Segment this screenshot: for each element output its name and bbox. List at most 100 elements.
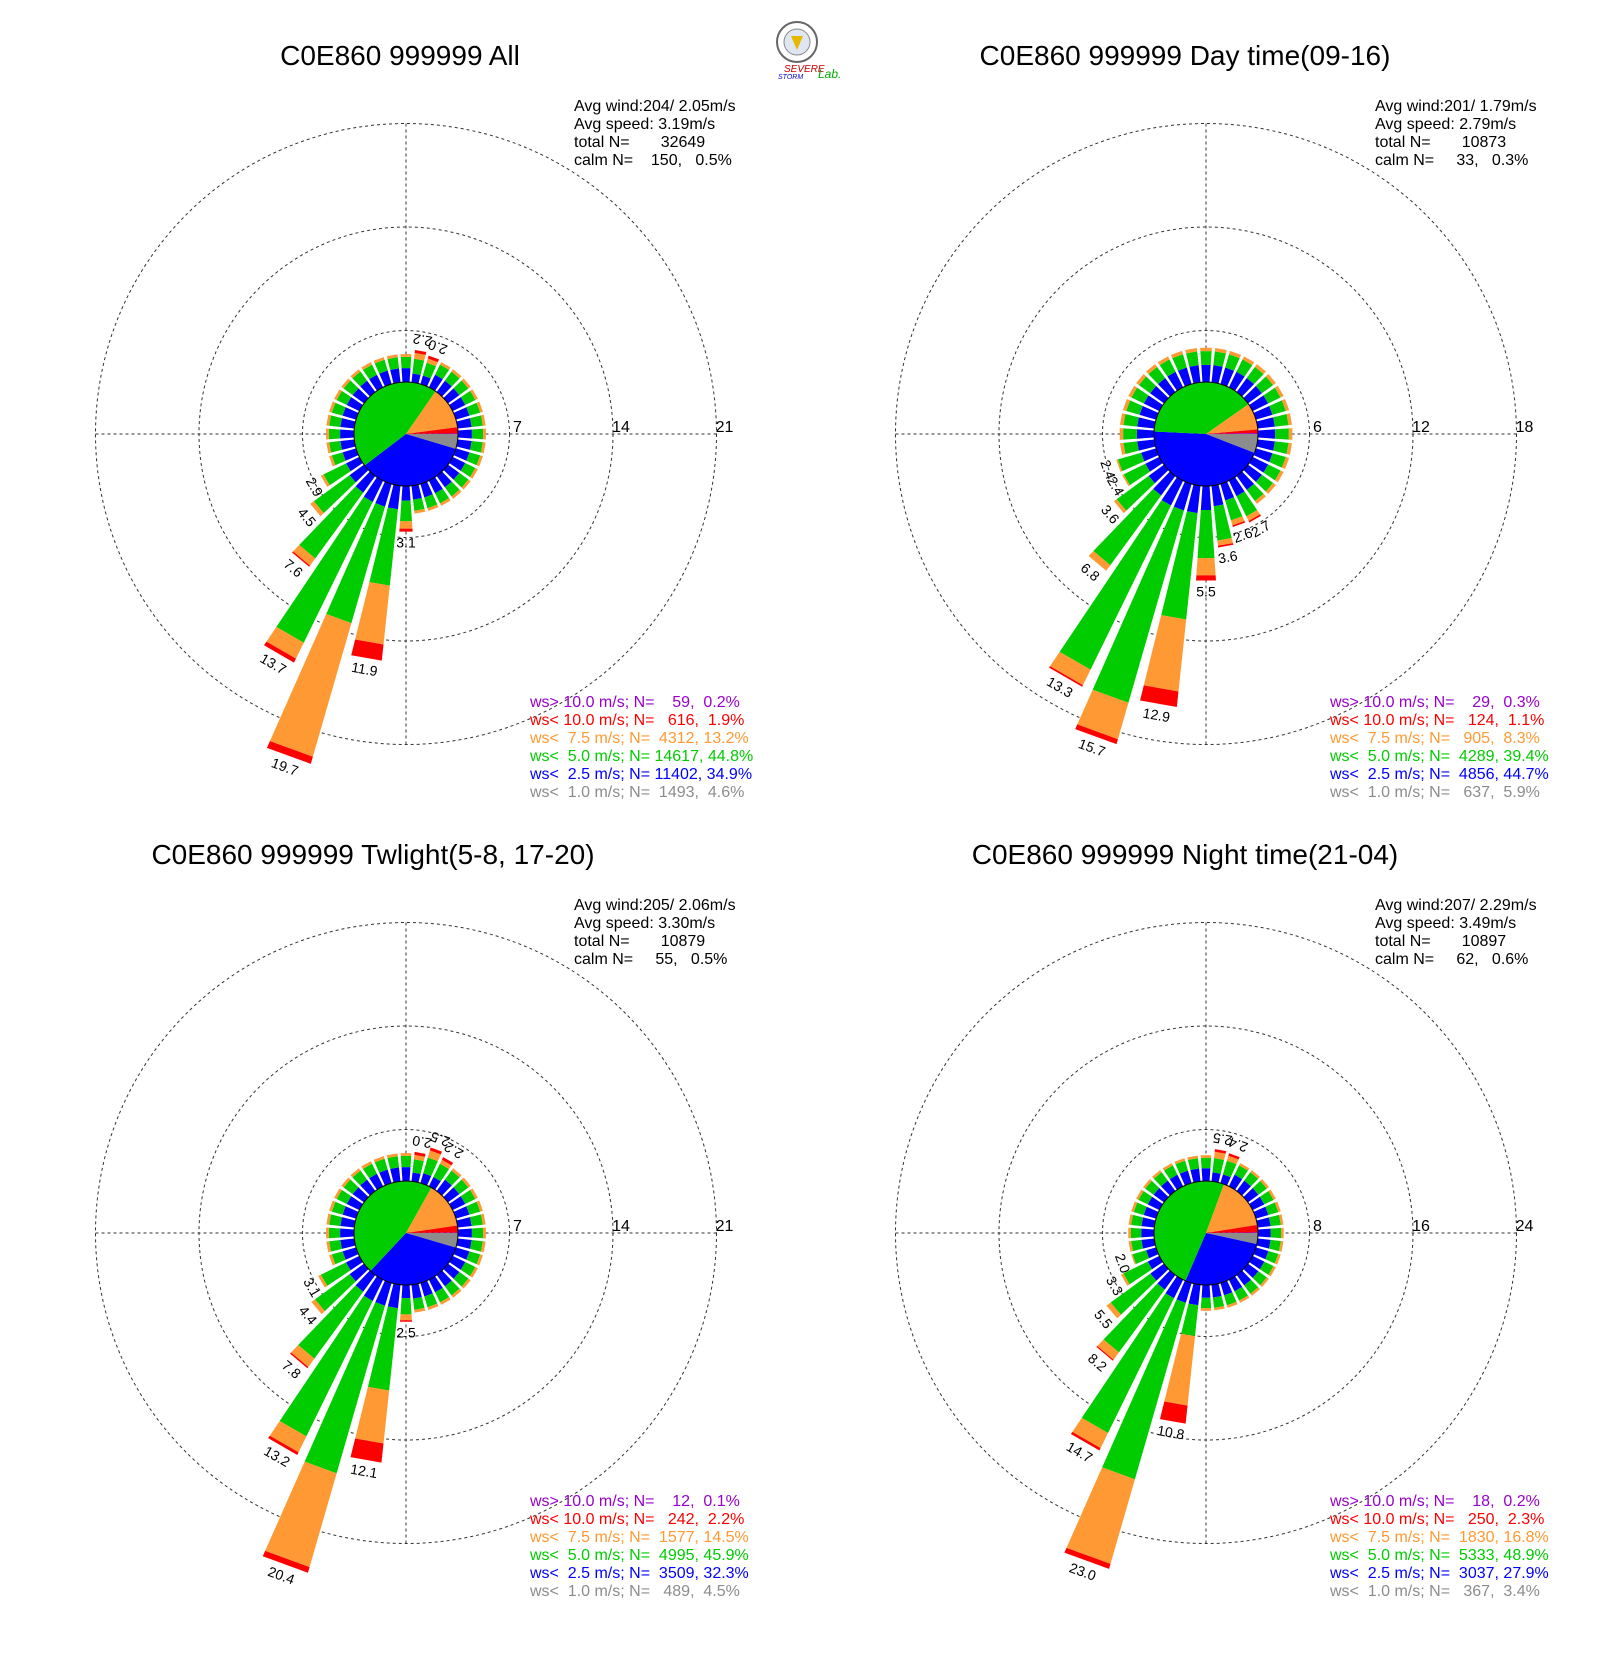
petal-segment	[413, 1297, 425, 1310]
petal-segment	[401, 357, 412, 368]
petal-segment	[1141, 1239, 1155, 1249]
petal-segment	[1189, 365, 1200, 383]
petal-segment	[470, 1214, 483, 1226]
petal-segment	[1123, 414, 1138, 427]
petal-segment	[326, 1228, 329, 1239]
legend-entry: ws> 10.0 m/s; N= 29, 0.3%	[1329, 694, 1540, 711]
stats-line: Avg speed: 3.19m/s	[574, 116, 715, 133]
petal-segment	[401, 1153, 412, 1156]
legend-entry: ws< 5.0 m/s; N= 4289, 39.4%	[1329, 748, 1549, 765]
petal-segment	[1141, 1229, 1154, 1238]
ring-label: 14	[612, 419, 630, 436]
panel-title: C0E860 999999 Twlight(5-8, 17-20)	[151, 839, 594, 870]
ring-label: 14	[612, 1218, 630, 1235]
ring-label: 7	[513, 419, 522, 436]
petal-segment	[483, 1228, 486, 1239]
ring-label: 24	[1516, 1218, 1534, 1235]
petal-segment	[1256, 440, 1274, 451]
ring-label: 21	[716, 1218, 734, 1235]
petal-segment	[1200, 351, 1211, 365]
petal-segment	[402, 1167, 411, 1181]
stats-line: total N= 10879	[574, 933, 705, 950]
legend-entry: ws> 10.0 m/s; N= 59, 0.2%	[529, 694, 740, 711]
petal-segment	[340, 1217, 355, 1227]
petal-segment	[402, 368, 411, 382]
petal-segment	[340, 418, 355, 428]
petal-segment	[412, 1159, 423, 1174]
petal-segment	[1273, 441, 1288, 454]
legend-entry: ws< 7.5 m/s; N= 4312, 13.2%	[529, 730, 749, 747]
stats-line: Avg wind:207/ 2.29m/s	[1375, 897, 1537, 914]
petal-segment	[458, 1229, 472, 1238]
petal-segment	[1131, 1215, 1143, 1226]
petal-segment	[340, 1239, 355, 1249]
petal-segment	[400, 1320, 412, 1321]
petal-segment	[265, 1462, 337, 1567]
stats-line: Avg speed: 3.49m/s	[1375, 915, 1516, 932]
legend-entry: ws< 1.0 m/s; N= 489, 4.5%	[529, 1583, 740, 1600]
legend-entry: ws< 7.5 m/s; N= 1577, 14.5%	[529, 1529, 749, 1546]
petal-label: 11.9	[350, 659, 379, 679]
petal-segment	[1271, 1228, 1281, 1238]
petal-label: 10.8	[1156, 1422, 1186, 1443]
petal-segment	[1258, 1229, 1271, 1238]
legend-entry: ws< 10.0 m/s; N= 616, 1.9%	[529, 712, 744, 729]
stats-line: calm N= 62, 0.6%	[1375, 951, 1528, 968]
petal-segment	[355, 1387, 389, 1444]
petal-segment	[340, 1229, 354, 1238]
petal-segment	[1258, 429, 1275, 438]
legend-entry: ws> 10.0 m/s; N= 12, 0.1%	[529, 1493, 740, 1510]
petal-segment	[1256, 1217, 1270, 1227]
ring-label: 12	[1412, 419, 1430, 436]
petal-segment	[1196, 575, 1216, 580]
petal-segment	[412, 484, 422, 499]
petal-segment	[1201, 1308, 1212, 1311]
petal-segment	[1137, 417, 1155, 428]
petal-segment	[1123, 428, 1137, 439]
petal-segment	[1198, 510, 1215, 558]
stats-line: total N= 32649	[574, 134, 705, 151]
legend-entry: ws< 1.0 m/s; N= 1493, 4.6%	[529, 784, 744, 801]
petal-segment	[1202, 1285, 1211, 1298]
stats-line: total N= 10897	[1375, 933, 1506, 950]
legend-entry: ws< 5.0 m/s; N= 5333, 48.9%	[1329, 1547, 1549, 1564]
petal-segment	[329, 429, 340, 440]
petal-segment	[400, 501, 412, 522]
stats-line: Avg wind:205/ 2.06m/s	[574, 897, 736, 914]
stats-line: calm N= 150, 0.5%	[574, 152, 732, 169]
petal-segment	[472, 429, 483, 440]
petal-segment	[1201, 365, 1210, 382]
petal-segment	[329, 1228, 340, 1239]
petal-segment	[1201, 486, 1211, 510]
legend-entry: ws< 1.0 m/s; N= 637, 5.9%	[1329, 784, 1540, 801]
petal-segment	[1201, 1298, 1211, 1308]
legend-entry: ws< 2.5 m/s; N= 11402, 34.9%	[529, 766, 752, 783]
stats-line: Avg wind:204/ 2.05m/s	[574, 98, 736, 115]
ring-label: 7	[513, 1218, 522, 1235]
petal-segment	[402, 1285, 411, 1298]
petal-segment	[1281, 1228, 1284, 1239]
stats-line: Avg wind:201/ 1.79m/s	[1375, 98, 1537, 115]
petal-segment	[1269, 1215, 1281, 1226]
petal-segment	[456, 440, 471, 450]
petal-segment	[1128, 1228, 1131, 1239]
petal-segment	[1269, 1240, 1281, 1251]
petal-segment	[1137, 440, 1155, 451]
petal-segment	[326, 429, 329, 440]
legend-entry: ws< 10.0 m/s; N= 250, 2.3%	[1329, 1511, 1544, 1528]
panel-title: C0E860 999999 Night time(21-04)	[972, 839, 1398, 870]
petal-segment	[340, 440, 355, 450]
legend-entry: ws< 7.5 m/s; N= 1830, 16.8%	[1329, 1529, 1549, 1546]
petal-segment	[387, 357, 399, 370]
petal-segment	[340, 430, 354, 439]
petal-segment	[1212, 1158, 1224, 1174]
petal-segment	[456, 418, 471, 428]
legend-entry: ws< 2.5 m/s; N= 3509, 32.3%	[529, 1565, 749, 1582]
petal-segment	[483, 429, 486, 440]
petal-segment	[456, 1217, 471, 1227]
petal-label: 5.5	[1196, 584, 1216, 600]
